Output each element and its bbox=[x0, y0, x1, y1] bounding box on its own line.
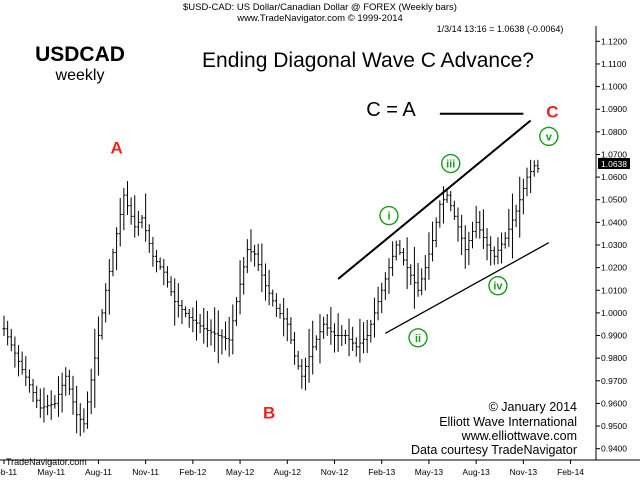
x-tick-label: Nov-13 bbox=[510, 467, 538, 477]
y-tick-label: 1.0000 bbox=[601, 308, 627, 318]
x-tick-label: May-13 bbox=[415, 467, 444, 477]
wave-circle-iii bbox=[441, 153, 461, 174]
last-price-label: 1.0638 bbox=[601, 159, 627, 169]
projection-label: C = A bbox=[366, 99, 416, 121]
symbol-label: USDCAD bbox=[35, 43, 125, 66]
wave-label-v: v bbox=[546, 131, 553, 143]
watermark: TradeNavigator.com bbox=[6, 457, 87, 467]
y-tick-label: 0.9600 bbox=[601, 398, 627, 408]
y-tick-label: 1.0800 bbox=[601, 127, 627, 137]
lower-channel-line bbox=[385, 242, 550, 334]
wave-circle-i bbox=[379, 205, 399, 226]
y-tick-label: 1.0200 bbox=[601, 263, 627, 273]
credit-data-source: Data courtesy TradeNavigator bbox=[411, 443, 577, 457]
wave-label-A: A bbox=[110, 139, 122, 158]
wave-label-ii: ii bbox=[415, 333, 421, 345]
x-tick-label: Nov-11 bbox=[132, 467, 159, 477]
x-tick-label: Aug-13 bbox=[462, 467, 490, 477]
wave-circle-iv bbox=[488, 276, 508, 296]
wave-label-B: B bbox=[263, 403, 275, 422]
x-tick-label: Feb-12 bbox=[179, 467, 206, 477]
x-tick-label: Feb-11 bbox=[0, 467, 17, 477]
wave-label-iv: iv bbox=[493, 281, 503, 293]
y-tick-label: 1.0400 bbox=[601, 217, 627, 227]
x-tick-label: May-11 bbox=[37, 467, 65, 477]
credit-date: © January 2014 bbox=[489, 400, 577, 414]
x-tick-label: Feb-14 bbox=[557, 467, 584, 477]
x-axis: Feb-11 May-11 Aug-11 Nov-11 Feb-12 May-12 Aug-… bbox=[0, 459, 640, 477]
chart-subtitle: www.TradeNavigator.com © 1999-2014 bbox=[236, 13, 403, 24]
price-bars bbox=[2, 159, 540, 437]
credit-website: www.elliottwave.com bbox=[461, 429, 577, 443]
y-axis: 1.12001.11001.10001.09001.08001.07001.06… bbox=[595, 26, 627, 460]
y-tick-label: 1.0600 bbox=[601, 172, 627, 182]
chart-title: $USD-CAD: US Dollar/Canadian Dollar @ FO… bbox=[183, 2, 457, 13]
period-label: weekly bbox=[55, 67, 105, 84]
y-tick-label: 1.1000 bbox=[601, 82, 627, 92]
y-tick-label: 0.9800 bbox=[601, 353, 627, 363]
last-price-tag: 1.0638 bbox=[598, 158, 630, 169]
upper-channel-line bbox=[337, 119, 532, 280]
y-tick-label: 0.9500 bbox=[601, 421, 627, 431]
y-tick-label: 1.0900 bbox=[601, 104, 627, 114]
x-tick-label: Aug-12 bbox=[274, 467, 302, 477]
y-tick-label: 0.9900 bbox=[601, 331, 627, 341]
y-tick-label: 1.1200 bbox=[601, 36, 627, 46]
x-tick-label: Aug-11 bbox=[85, 467, 112, 477]
trendlines bbox=[337, 112, 550, 334]
x-tick-label: Feb-13 bbox=[368, 467, 395, 477]
x-tick-label: Nov-12 bbox=[321, 467, 349, 477]
last-price-box bbox=[598, 158, 630, 169]
wave-label-C: C bbox=[546, 102, 558, 121]
wave-label-iii: iii bbox=[446, 159, 455, 171]
y-tick-label: 1.0300 bbox=[601, 240, 627, 250]
x-tick-label: May-12 bbox=[226, 467, 255, 477]
wave-circle-v bbox=[539, 126, 559, 147]
y-tick-label: 1.0500 bbox=[601, 195, 627, 205]
headline: Ending Diagonal Wave C Advance? bbox=[202, 49, 534, 72]
y-tick-label: 1.0700 bbox=[601, 149, 627, 159]
quote-readout: 1/3/14 13:16 = 1.0638 (-0.0064) bbox=[437, 24, 564, 34]
y-tick-label: 0.9400 bbox=[601, 444, 627, 454]
y-tick-label: 1.0100 bbox=[601, 285, 627, 295]
wave-label-i: i bbox=[387, 211, 390, 223]
y-tick-label: 1.1100 bbox=[601, 59, 627, 69]
wave-circle-ii bbox=[408, 328, 428, 348]
credit-publisher: Elliott Wave International bbox=[439, 415, 577, 429]
y-tick-label: 0.9700 bbox=[601, 376, 627, 386]
